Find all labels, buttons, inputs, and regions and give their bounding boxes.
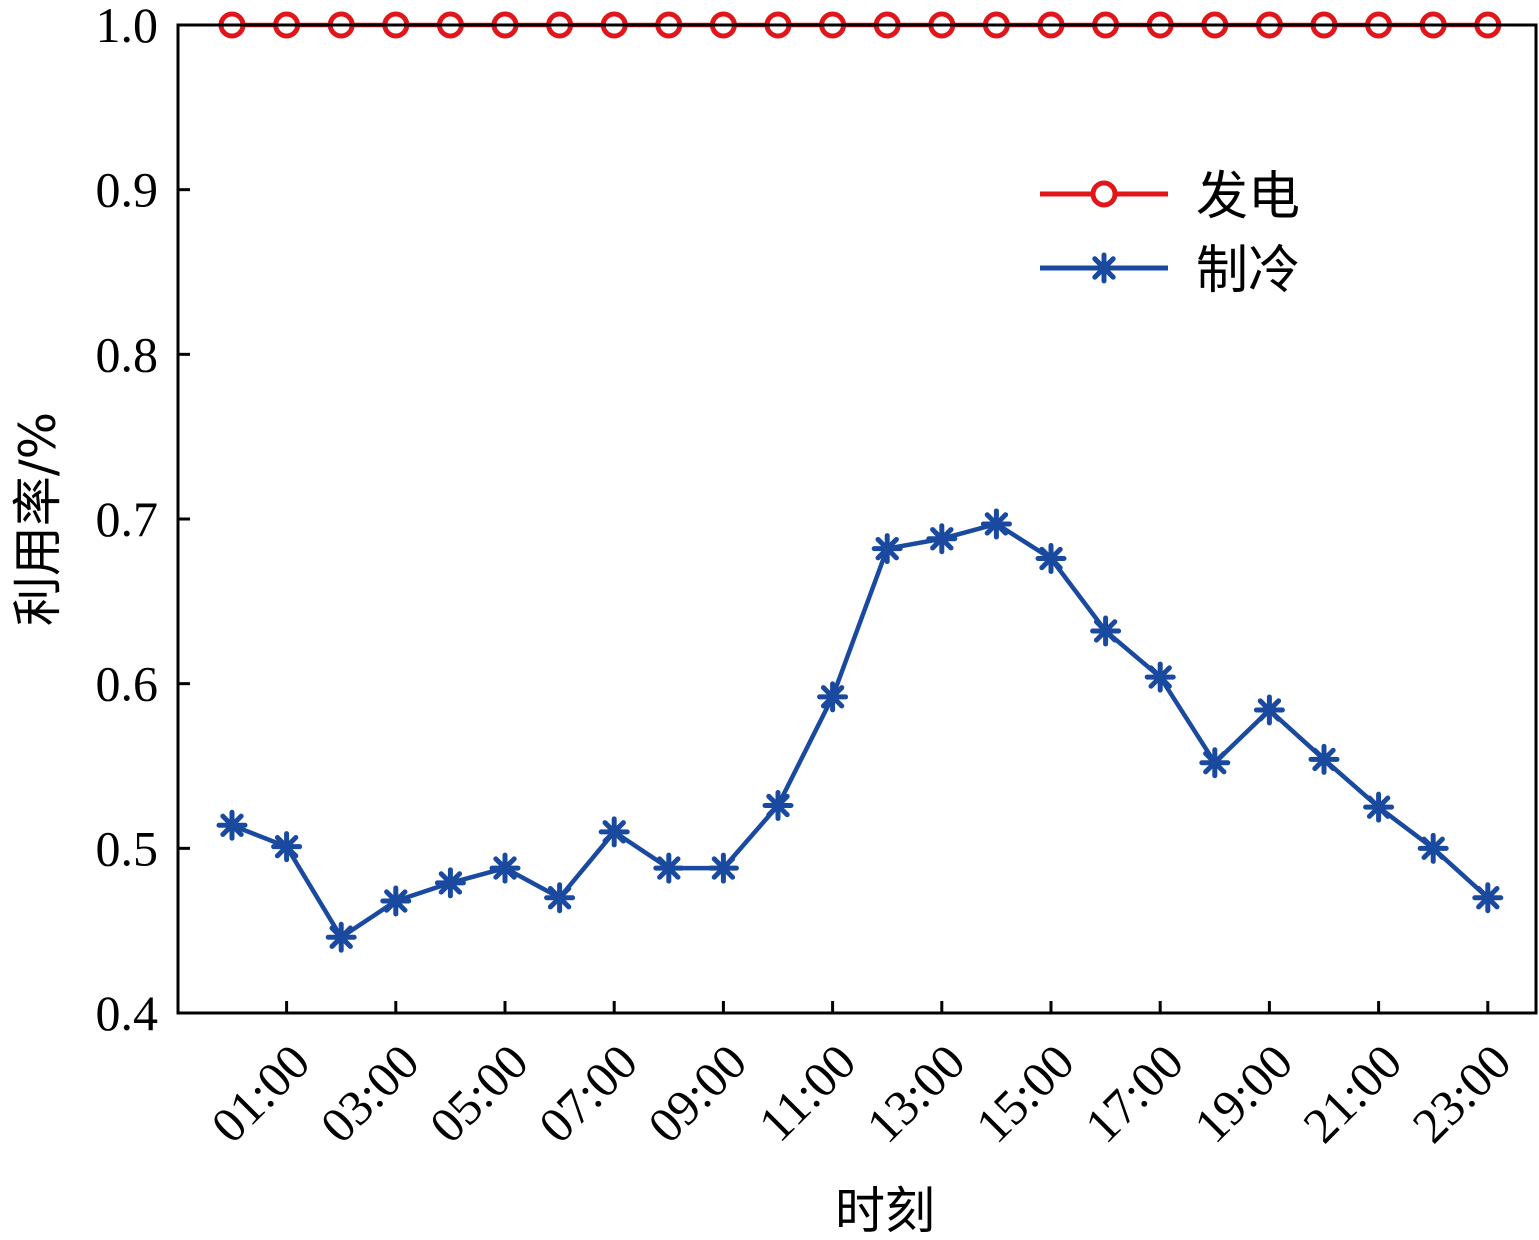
data-point-cooling [1090,615,1122,647]
y-tick-label: 0.6 [96,656,159,712]
plot-frame [176,23,1538,1015]
x-tick-label: 07:00 [528,1033,648,1153]
legend-marker-power [1090,180,1118,208]
data-point-cooling [544,882,576,914]
y-tick-label: 0.9 [96,162,159,218]
x-tick-label: 19:00 [1183,1033,1303,1153]
legend-entry-cooling: 制冷 [1040,241,1300,301]
legend-marker-cooling [1088,252,1120,284]
legend: 发电 制冷 [1040,167,1300,301]
x-tick-label: 03:00 [309,1033,429,1153]
data-point-cooling [707,852,739,884]
data-point-cooling [980,508,1012,540]
x-tick-label: 21:00 [1292,1033,1412,1153]
data-point-cooling [1144,661,1176,693]
data-point-cooling [271,831,303,863]
x-tick-label: 13:00 [855,1033,975,1153]
y-tick-label: 0.8 [96,326,159,382]
data-point-cooling [216,809,248,841]
legend-entry-power: 发电 [1040,167,1300,227]
data-point-cooling [1417,832,1449,864]
data-point-cooling [325,921,357,953]
y-tick-label: 1.0 [96,0,159,53]
data-point-cooling [926,523,958,555]
plot-area [216,11,1504,953]
data-point-cooling [598,816,630,848]
data-point-cooling [653,852,685,884]
x-tick-label: 15:00 [965,1033,1085,1153]
y-tick-label: 0.5 [96,820,159,876]
legend-label-power: 发电 [1196,167,1300,227]
x-tick-label: 05:00 [419,1033,539,1153]
axes: 0.4 0.5 0.6 0.7 0.8 0.9 1.0 01:0003:0005:0007:0… [96,0,1522,1153]
data-point-cooling [1199,747,1231,779]
y-tick-label: 0.4 [96,985,159,1041]
data-point-cooling [434,867,466,899]
data-point-cooling [762,790,794,822]
legend-label-cooling: 制冷 [1196,241,1300,301]
y-tick-label: 0.7 [96,491,159,547]
data-point-cooling [380,885,412,917]
data-point-cooling [1363,791,1395,823]
data-point-cooling [489,852,521,884]
data-point-cooling [1035,543,1067,575]
data-point-cooling [817,681,849,713]
x-tick-label: 11:00 [748,1033,867,1152]
data-point-cooling [1308,743,1340,775]
x-tick-label: 23:00 [1401,1033,1521,1153]
x-tick-label: 09:00 [637,1033,757,1153]
data-point-cooling [871,533,903,565]
data-point-cooling [1253,694,1285,726]
legend-star-shape [1088,252,1120,284]
x-axis-title: 时刻 [835,1182,935,1240]
y-axis-title: 利用率/% [9,412,67,626]
series-line-cooling [231,521,1490,940]
x-tick-label: 01:00 [200,1033,320,1153]
data-point-cooling [1472,882,1504,914]
x-tick-label: 17:00 [1074,1033,1194,1153]
